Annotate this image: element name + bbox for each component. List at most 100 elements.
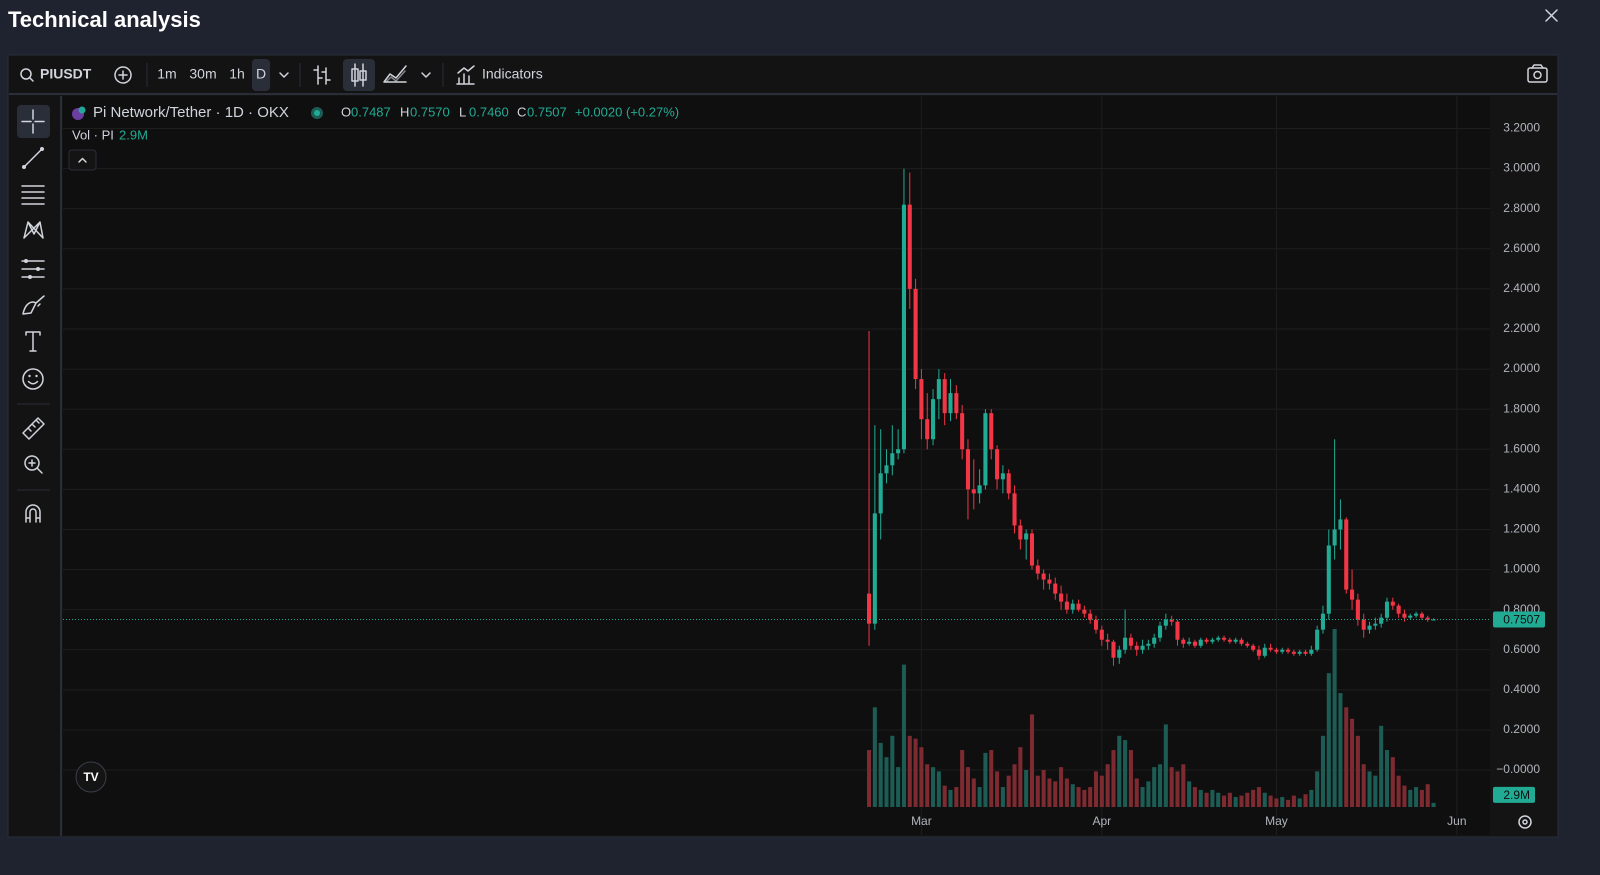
close-button[interactable] bbox=[1545, 9, 1558, 22]
plot-area bbox=[63, 96, 1490, 835]
volume-bar bbox=[907, 735, 912, 807]
pattern-tool[interactable] bbox=[23, 221, 44, 239]
volume-bar bbox=[1204, 792, 1209, 807]
volume-bar bbox=[1309, 789, 1314, 807]
x-tick-label: Apr bbox=[1092, 814, 1111, 828]
zoom-tool[interactable] bbox=[24, 455, 43, 474]
candle-body bbox=[1222, 637, 1227, 640]
candle-body bbox=[1181, 639, 1186, 644]
candle-body bbox=[977, 485, 982, 494]
screenshot-button[interactable] bbox=[1527, 64, 1548, 83]
last-price-badge bbox=[1493, 611, 1545, 628]
volume-bar bbox=[1117, 735, 1122, 807]
y-tick-label: 1.6000 bbox=[1503, 441, 1540, 455]
fib-tool[interactable] bbox=[21, 185, 45, 205]
volume-bar bbox=[995, 771, 1000, 807]
interval-button[interactable]: 30m bbox=[189, 66, 216, 82]
candle-body bbox=[1216, 637, 1221, 640]
volume-bar bbox=[1425, 784, 1430, 807]
candle-body bbox=[1361, 619, 1366, 630]
chart-pane: 3.2000 3.0000 2.8000 2.6000 2.4000 2.2000 2.00… bbox=[63, 96, 1545, 835]
volume-bar bbox=[866, 750, 872, 807]
volume-bar bbox=[983, 752, 988, 807]
volume-bar bbox=[1251, 789, 1256, 807]
volume-bar bbox=[1367, 771, 1372, 807]
volume-bar bbox=[1373, 775, 1378, 807]
symbol[interactable]: PIUSDT bbox=[40, 66, 92, 82]
ohlc-value: 0.7487 bbox=[351, 104, 391, 119]
bars-style[interactable] bbox=[313, 65, 331, 85]
interval-button[interactable]: D bbox=[256, 66, 266, 82]
candle-body bbox=[1169, 619, 1174, 622]
tradingview-logo[interactable]: TV bbox=[75, 761, 107, 793]
prediction-tool[interactable] bbox=[21, 259, 45, 279]
volume-bar bbox=[884, 757, 889, 807]
volume-bar bbox=[1082, 789, 1087, 807]
interval-button[interactable]: 1h bbox=[229, 66, 245, 82]
volume-bar bbox=[960, 750, 965, 807]
symbol-search[interactable]: PIUSDT bbox=[20, 66, 92, 82]
candle-body bbox=[1408, 615, 1413, 618]
volume-bar bbox=[942, 785, 947, 807]
candle-body bbox=[1332, 529, 1337, 546]
ohlc-legend: O 0.7487 H 0.7570 L 0.7460 C 0.7507 +0.0020 (+0.… bbox=[341, 104, 679, 119]
collapse-legend[interactable] bbox=[68, 149, 97, 171]
volume-bar bbox=[1187, 781, 1192, 807]
candle-body bbox=[1350, 589, 1355, 600]
interval-button[interactable]: 1m bbox=[157, 66, 176, 82]
volume-bar bbox=[1210, 789, 1215, 807]
volume-bar bbox=[1233, 797, 1238, 807]
volume-bar bbox=[1163, 724, 1168, 807]
crosshair-active[interactable] bbox=[17, 105, 50, 138]
candle-body bbox=[1192, 641, 1197, 646]
interval-menu[interactable] bbox=[279, 72, 289, 78]
volume-bar bbox=[1315, 771, 1320, 807]
volume-bar bbox=[1146, 781, 1151, 807]
ohlc-key: C bbox=[517, 104, 526, 119]
ruler-tool[interactable] bbox=[22, 417, 45, 440]
volume-bar bbox=[1268, 795, 1273, 807]
volume-bar bbox=[1175, 771, 1180, 807]
volume-bar bbox=[1064, 778, 1069, 807]
volume-bar bbox=[1018, 747, 1023, 807]
candle-body bbox=[1123, 637, 1128, 650]
y-tick-label: 1.2000 bbox=[1503, 522, 1540, 536]
magnet-tool[interactable] bbox=[25, 504, 41, 523]
interval-active[interactable] bbox=[252, 59, 270, 91]
crosshair-tool[interactable] bbox=[21, 109, 45, 134]
settings-button[interactable] bbox=[1518, 815, 1532, 829]
candle-body bbox=[1029, 533, 1035, 566]
volume-bar bbox=[872, 707, 877, 807]
indicators-label[interactable]: Indicators bbox=[482, 66, 543, 82]
candles-style-active[interactable] bbox=[343, 59, 375, 91]
brush-tool[interactable] bbox=[22, 295, 45, 315]
chart-type-menu[interactable] bbox=[421, 72, 431, 78]
trendline-tool[interactable] bbox=[22, 147, 44, 169]
y-tick-label: 2.4000 bbox=[1503, 281, 1540, 295]
candle-body bbox=[1210, 639, 1215, 642]
candle-body bbox=[1233, 639, 1238, 642]
volume-bar bbox=[1181, 764, 1186, 807]
indicators-button[interactable]: Indicators bbox=[456, 65, 543, 85]
emoji-tool[interactable] bbox=[22, 368, 44, 390]
candle-body bbox=[1297, 651, 1302, 654]
compare-button[interactable] bbox=[114, 66, 132, 84]
y-tick-label: −0.0000 bbox=[1496, 762, 1540, 776]
ohlc-key: H bbox=[400, 104, 409, 119]
area-style[interactable] bbox=[383, 65, 407, 83]
volume-bar bbox=[1256, 787, 1261, 807]
volume-badge bbox=[1493, 786, 1535, 803]
logo-glyph: TV bbox=[83, 770, 98, 784]
candle-body bbox=[1227, 639, 1232, 642]
candle-body bbox=[866, 593, 872, 624]
volume-bar bbox=[1128, 750, 1133, 807]
y-tick-label: 2.8000 bbox=[1503, 201, 1540, 215]
volume-bar bbox=[1152, 767, 1157, 807]
candles-style[interactable] bbox=[351, 63, 367, 87]
volume-legend-name: Vol · PI bbox=[72, 127, 114, 142]
volume-bar bbox=[919, 747, 924, 807]
y-tick-label: 3.2000 bbox=[1503, 121, 1540, 135]
candle-body bbox=[1326, 545, 1331, 614]
text-tool[interactable] bbox=[25, 331, 41, 352]
candle-body bbox=[1355, 599, 1360, 620]
